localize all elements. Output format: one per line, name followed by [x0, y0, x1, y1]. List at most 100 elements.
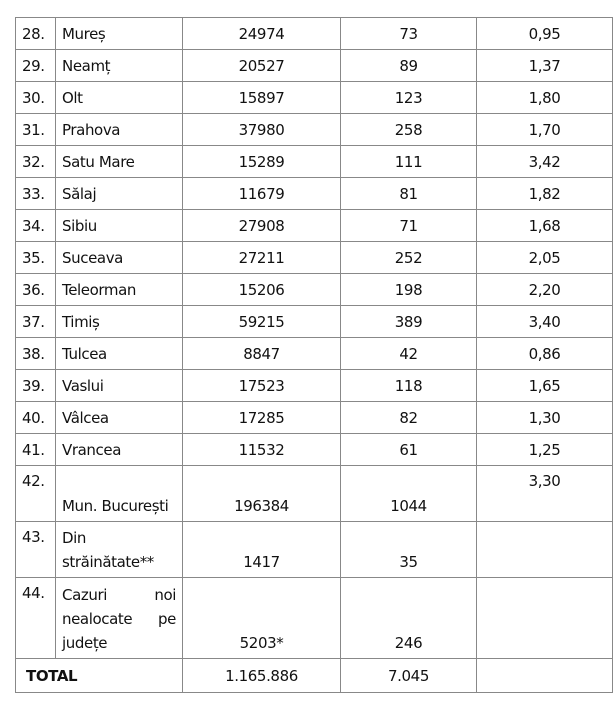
new-cases: 82	[340, 401, 477, 434]
table-row: 29. Neamț 20527 89 1,37	[15, 49, 613, 82]
total-cases: 24974	[182, 17, 341, 50]
table-row: 32. Satu Mare 15289 111 3,42	[15, 145, 613, 178]
total-cases: 15289	[182, 145, 341, 178]
new-cases: 111	[340, 145, 477, 178]
table-row: 42. Mun. București 196384 1044 3,30	[15, 465, 613, 522]
new-cases: 252	[340, 241, 477, 274]
row-number: 32.	[15, 145, 56, 178]
new-cases: 61	[340, 433, 477, 466]
incidence: 0,95	[476, 17, 613, 50]
row-number: 43.	[15, 521, 56, 578]
row-number: 41.	[15, 433, 56, 466]
total-cases: 196384	[182, 465, 341, 522]
row-number: 38.	[15, 337, 56, 370]
incidence	[476, 658, 613, 693]
county-name: Vrancea	[55, 433, 183, 466]
row-number: 28.	[15, 17, 56, 50]
table-row: 30. Olt 15897 123 1,80	[15, 81, 613, 114]
incidence: 2,20	[476, 273, 613, 306]
incidence: 2,05	[476, 241, 613, 274]
row-number: 35.	[15, 241, 56, 274]
total-label: TOTAL	[15, 658, 183, 693]
total-row: TOTAL 1.165.886 7.045	[15, 658, 613, 693]
new-cases: 7.045	[340, 658, 477, 693]
new-cases: 123	[340, 81, 477, 114]
new-cases: 71	[340, 209, 477, 242]
total-cases: 11679	[182, 177, 341, 210]
total-cases: 20527	[182, 49, 341, 82]
total-cases: 17523	[182, 369, 341, 402]
row-number: 42.	[15, 465, 56, 522]
table-row: 38. Tulcea 8847 42 0,86	[15, 337, 613, 370]
new-cases: 246	[340, 577, 477, 659]
table-row: 44. Cazuri noi nealocate pe județe 5203* 24…	[15, 577, 613, 659]
new-cases: 73	[340, 17, 477, 50]
county-name: Sălaj	[55, 177, 183, 210]
total-cases: 59215	[182, 305, 341, 338]
new-cases: 198	[340, 273, 477, 306]
table-row: 39. Vaslui 17523 118 1,65	[15, 369, 613, 402]
new-cases: 258	[340, 113, 477, 146]
table-row: 37. Timiș 59215 389 3,40	[15, 305, 613, 338]
incidence	[476, 521, 613, 578]
county-cases-table: 28. Mureș 24974 73 0,95 29. Neamț 20527 89 1,37 30…	[15, 17, 613, 693]
incidence: 1,65	[476, 369, 613, 402]
new-cases: 389	[340, 305, 477, 338]
incidence	[476, 577, 613, 659]
new-cases: 81	[340, 177, 477, 210]
incidence: 3,40	[476, 305, 613, 338]
total-cases: 37980	[182, 113, 341, 146]
new-cases: 118	[340, 369, 477, 402]
total-cases: 1417	[182, 521, 341, 578]
row-number: 40.	[15, 401, 56, 434]
county-name: Teleorman	[55, 273, 183, 306]
table-row: 31. Prahova 37980 258 1,70	[15, 113, 613, 146]
new-cases: 42	[340, 337, 477, 370]
table-row: 36. Teleorman 15206 198 2,20	[15, 273, 613, 306]
new-cases: 35	[340, 521, 477, 578]
row-number: 36.	[15, 273, 56, 306]
table-row: 33. Sălaj 11679 81 1,82	[15, 177, 613, 210]
total-cases: 11532	[182, 433, 341, 466]
row-number: 44.	[15, 577, 56, 659]
new-cases: 89	[340, 49, 477, 82]
row-number: 29.	[15, 49, 56, 82]
county-name: Sibiu	[55, 209, 183, 242]
total-cases: 1.165.886	[182, 658, 341, 693]
incidence: 1,37	[476, 49, 613, 82]
row-number: 39.	[15, 369, 56, 402]
table-row: 43. Din străinătate** 1417 35	[15, 521, 613, 578]
incidence: 0,86	[476, 337, 613, 370]
row-number: 34.	[15, 209, 56, 242]
total-cases: 27211	[182, 241, 341, 274]
table-row: 41. Vrancea 11532 61 1,25	[15, 433, 613, 466]
table-row: 40. Vâlcea 17285 82 1,30	[15, 401, 613, 434]
incidence: 1,70	[476, 113, 613, 146]
incidence: 1,30	[476, 401, 613, 434]
table-row: 35. Suceava 27211 252 2,05	[15, 241, 613, 274]
incidence: 1,68	[476, 209, 613, 242]
table-row: 34. Sibiu 27908 71 1,68	[15, 209, 613, 242]
total-cases: 5203*	[182, 577, 341, 659]
incidence: 1,80	[476, 81, 613, 114]
total-cases: 17285	[182, 401, 341, 434]
incidence: 1,25	[476, 433, 613, 466]
county-name: Tulcea	[55, 337, 183, 370]
county-name: Mureș	[55, 17, 183, 50]
row-number: 31.	[15, 113, 56, 146]
county-name: Vâlcea	[55, 401, 183, 434]
total-cases: 27908	[182, 209, 341, 242]
county-name: Din străinătate**	[55, 521, 183, 578]
county-name: Satu Mare	[55, 145, 183, 178]
county-name: Olt	[55, 81, 183, 114]
new-cases: 1044	[340, 465, 477, 522]
county-name: Vaslui	[55, 369, 183, 402]
table-row: 28. Mureș 24974 73 0,95	[15, 17, 613, 50]
total-cases: 15897	[182, 81, 341, 114]
row-number: 33.	[15, 177, 56, 210]
total-cases: 8847	[182, 337, 341, 370]
county-name: Cazuri noi nealocate pe județe	[55, 577, 183, 659]
row-number: 37.	[15, 305, 56, 338]
county-name: Neamț	[55, 49, 183, 82]
incidence: 1,82	[476, 177, 613, 210]
